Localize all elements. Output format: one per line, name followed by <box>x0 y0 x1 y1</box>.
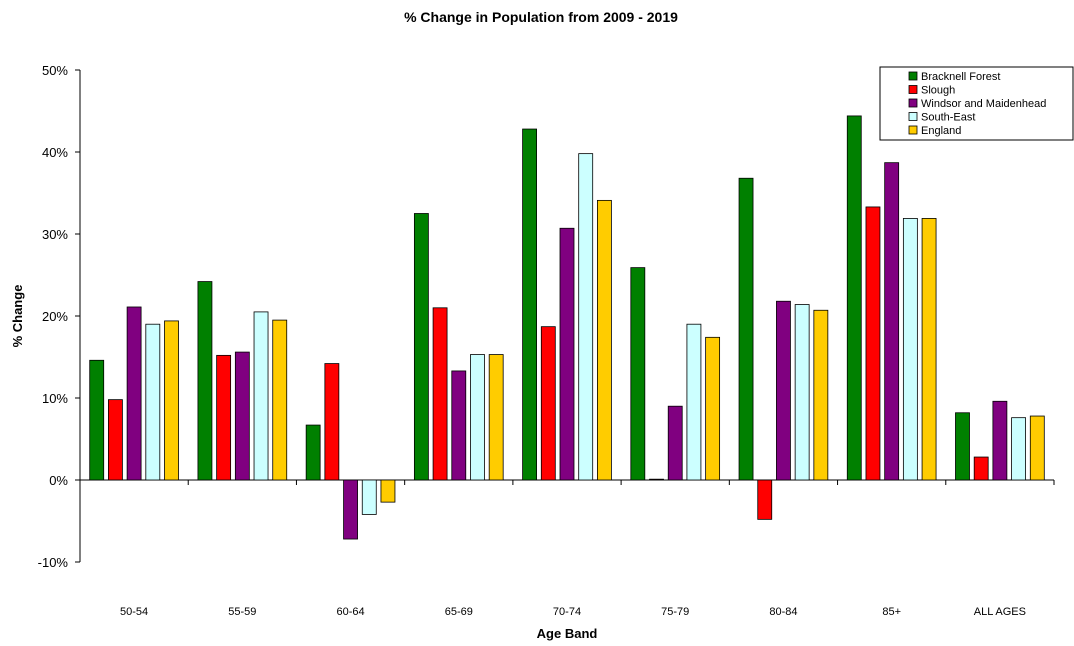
x-tick-label: 80-84 <box>769 606 797 618</box>
bar <box>216 354 232 481</box>
legend-label: South-East <box>921 112 975 124</box>
bars-group <box>89 115 1045 540</box>
bar <box>630 267 646 481</box>
legend-label: England <box>921 125 961 137</box>
y-tick-label: 20% <box>42 309 68 324</box>
bar <box>902 218 918 481</box>
bar <box>488 354 504 481</box>
bar <box>413 213 429 481</box>
bar <box>846 115 862 481</box>
bar <box>559 227 575 481</box>
bar <box>705 336 721 481</box>
bar <box>272 319 288 481</box>
y-axis: -10% 0% 10% 20% 30% 40% 50% <box>38 63 81 570</box>
bar <box>884 162 900 481</box>
bar <box>343 479 358 540</box>
x-axis: 50-54 55-59 60-64 65-69 70-74 75-79 80-84 85+ AL… <box>79 479 1055 618</box>
bar <box>522 128 537 481</box>
bar <box>973 456 989 481</box>
bar <box>324 363 340 481</box>
x-tick-label: 75-79 <box>661 606 689 618</box>
y-tick-label: 30% <box>42 227 68 242</box>
bar <box>992 400 1008 481</box>
y-tick-label: 0% <box>49 473 68 488</box>
bar <box>794 304 810 481</box>
bar <box>305 424 321 481</box>
bar <box>667 405 683 481</box>
x-tick-label: 70-74 <box>553 606 581 618</box>
y-tick-label: -10% <box>38 555 69 570</box>
bar <box>921 218 937 481</box>
x-tick-label: 50-54 <box>120 606 148 618</box>
x-tick-label: 60-64 <box>336 606 364 618</box>
bar <box>597 199 612 481</box>
bar <box>686 323 702 481</box>
bar <box>234 351 250 481</box>
legend-label: Bracknell Forest <box>921 71 1000 83</box>
bar <box>738 177 754 481</box>
bar <box>145 323 161 481</box>
legend-swatch <box>908 112 918 121</box>
y-axis-title: % Change <box>10 285 25 348</box>
chart-title: % Change in Population from 2009 - 2019 <box>404 9 678 25</box>
x-tick-label: 65-69 <box>445 606 473 618</box>
legend-swatch <box>908 125 918 135</box>
legend-label: Windsor and Maidenhead <box>921 98 1046 110</box>
bar <box>776 300 791 481</box>
bar <box>865 206 881 481</box>
bar <box>451 370 467 481</box>
legend-swatch <box>908 98 918 108</box>
bar <box>540 326 556 481</box>
bar <box>649 478 664 481</box>
bar <box>361 479 377 515</box>
x-axis-title: Age Band <box>537 626 598 641</box>
bar <box>1029 415 1045 481</box>
bar <box>164 320 179 481</box>
legend-swatch <box>908 71 918 81</box>
bar <box>197 281 213 481</box>
bar <box>108 399 123 481</box>
bar <box>1011 417 1026 481</box>
bar <box>757 479 773 520</box>
bar <box>253 311 269 481</box>
bar <box>813 309 829 481</box>
bar <box>955 412 970 481</box>
x-tick-label: 85+ <box>882 606 901 618</box>
bar <box>380 479 396 503</box>
bar <box>470 354 485 481</box>
bar <box>578 153 594 481</box>
bar <box>89 359 105 481</box>
x-tick-label: ALL AGES <box>974 606 1026 618</box>
y-tick-label: 50% <box>42 63 68 78</box>
x-tick-label: 55-59 <box>228 606 256 618</box>
legend-label: Slough <box>921 85 955 97</box>
legend-swatch <box>908 85 918 94</box>
bar <box>432 307 448 481</box>
y-tick-label: 40% <box>42 145 68 160</box>
bar <box>126 306 142 481</box>
y-tick-label: 10% <box>42 391 68 406</box>
